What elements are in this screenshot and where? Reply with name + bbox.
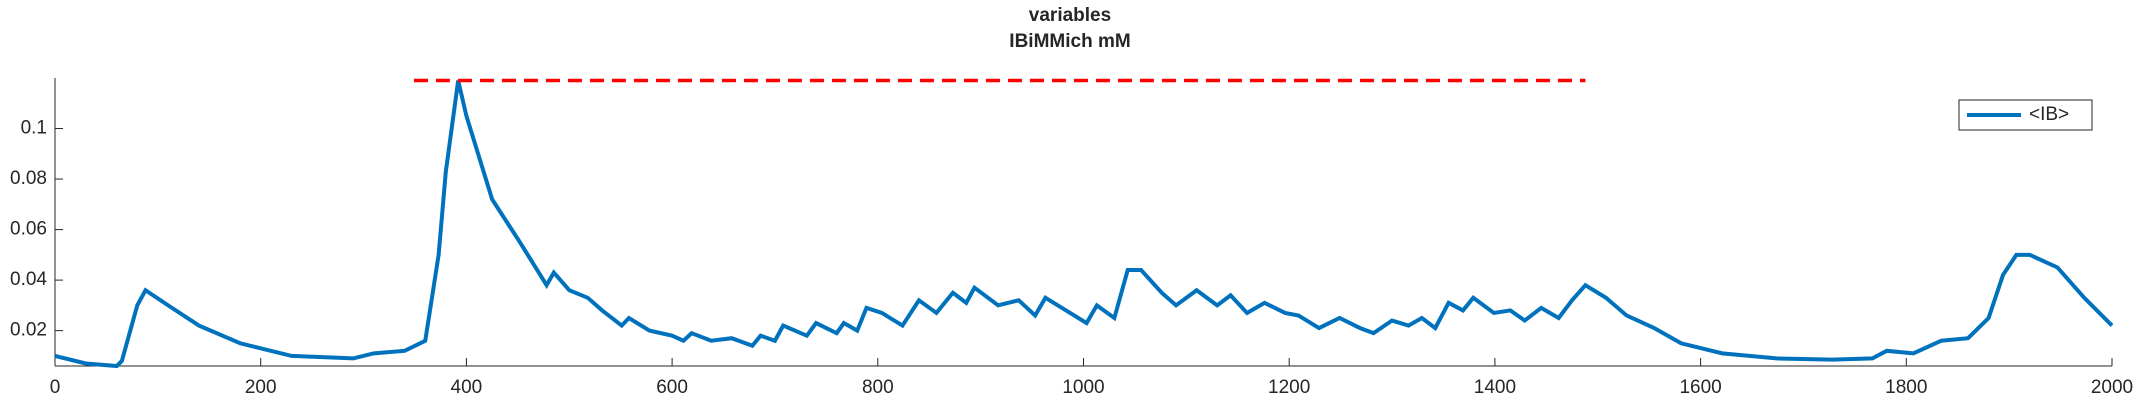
chart-title: variables — [1029, 5, 1111, 26]
y-tick-label: 0.04 — [10, 269, 47, 290]
x-tick-label: 1000 — [1062, 377, 1104, 398]
x-tick-label: 400 — [451, 377, 483, 398]
y-tick-label: 0.02 — [10, 320, 47, 341]
x-tick-label: 600 — [656, 377, 688, 398]
x-tick-label: 1200 — [1268, 377, 1310, 398]
x-tick-label: 0 — [50, 377, 61, 398]
y-tick-label: 0.1 — [21, 118, 47, 139]
x-tick-label: 200 — [245, 377, 277, 398]
x-tick-label: 800 — [862, 377, 894, 398]
chart-subtitle: IBiMMich mM — [1009, 31, 1130, 52]
legend-label: <IB> — [2029, 104, 2069, 125]
line-series — [54, 80, 2114, 369]
y-tick-label: 0.08 — [10, 168, 47, 189]
y-tick-label: 0.06 — [10, 219, 47, 240]
x-tick-label: 1800 — [1885, 377, 1927, 398]
x-tick-label: 2000 — [2091, 377, 2133, 398]
x-tick-label: 1400 — [1474, 377, 1516, 398]
legend-box — [1958, 99, 2093, 131]
x-tick-label: 1600 — [1679, 377, 1721, 398]
